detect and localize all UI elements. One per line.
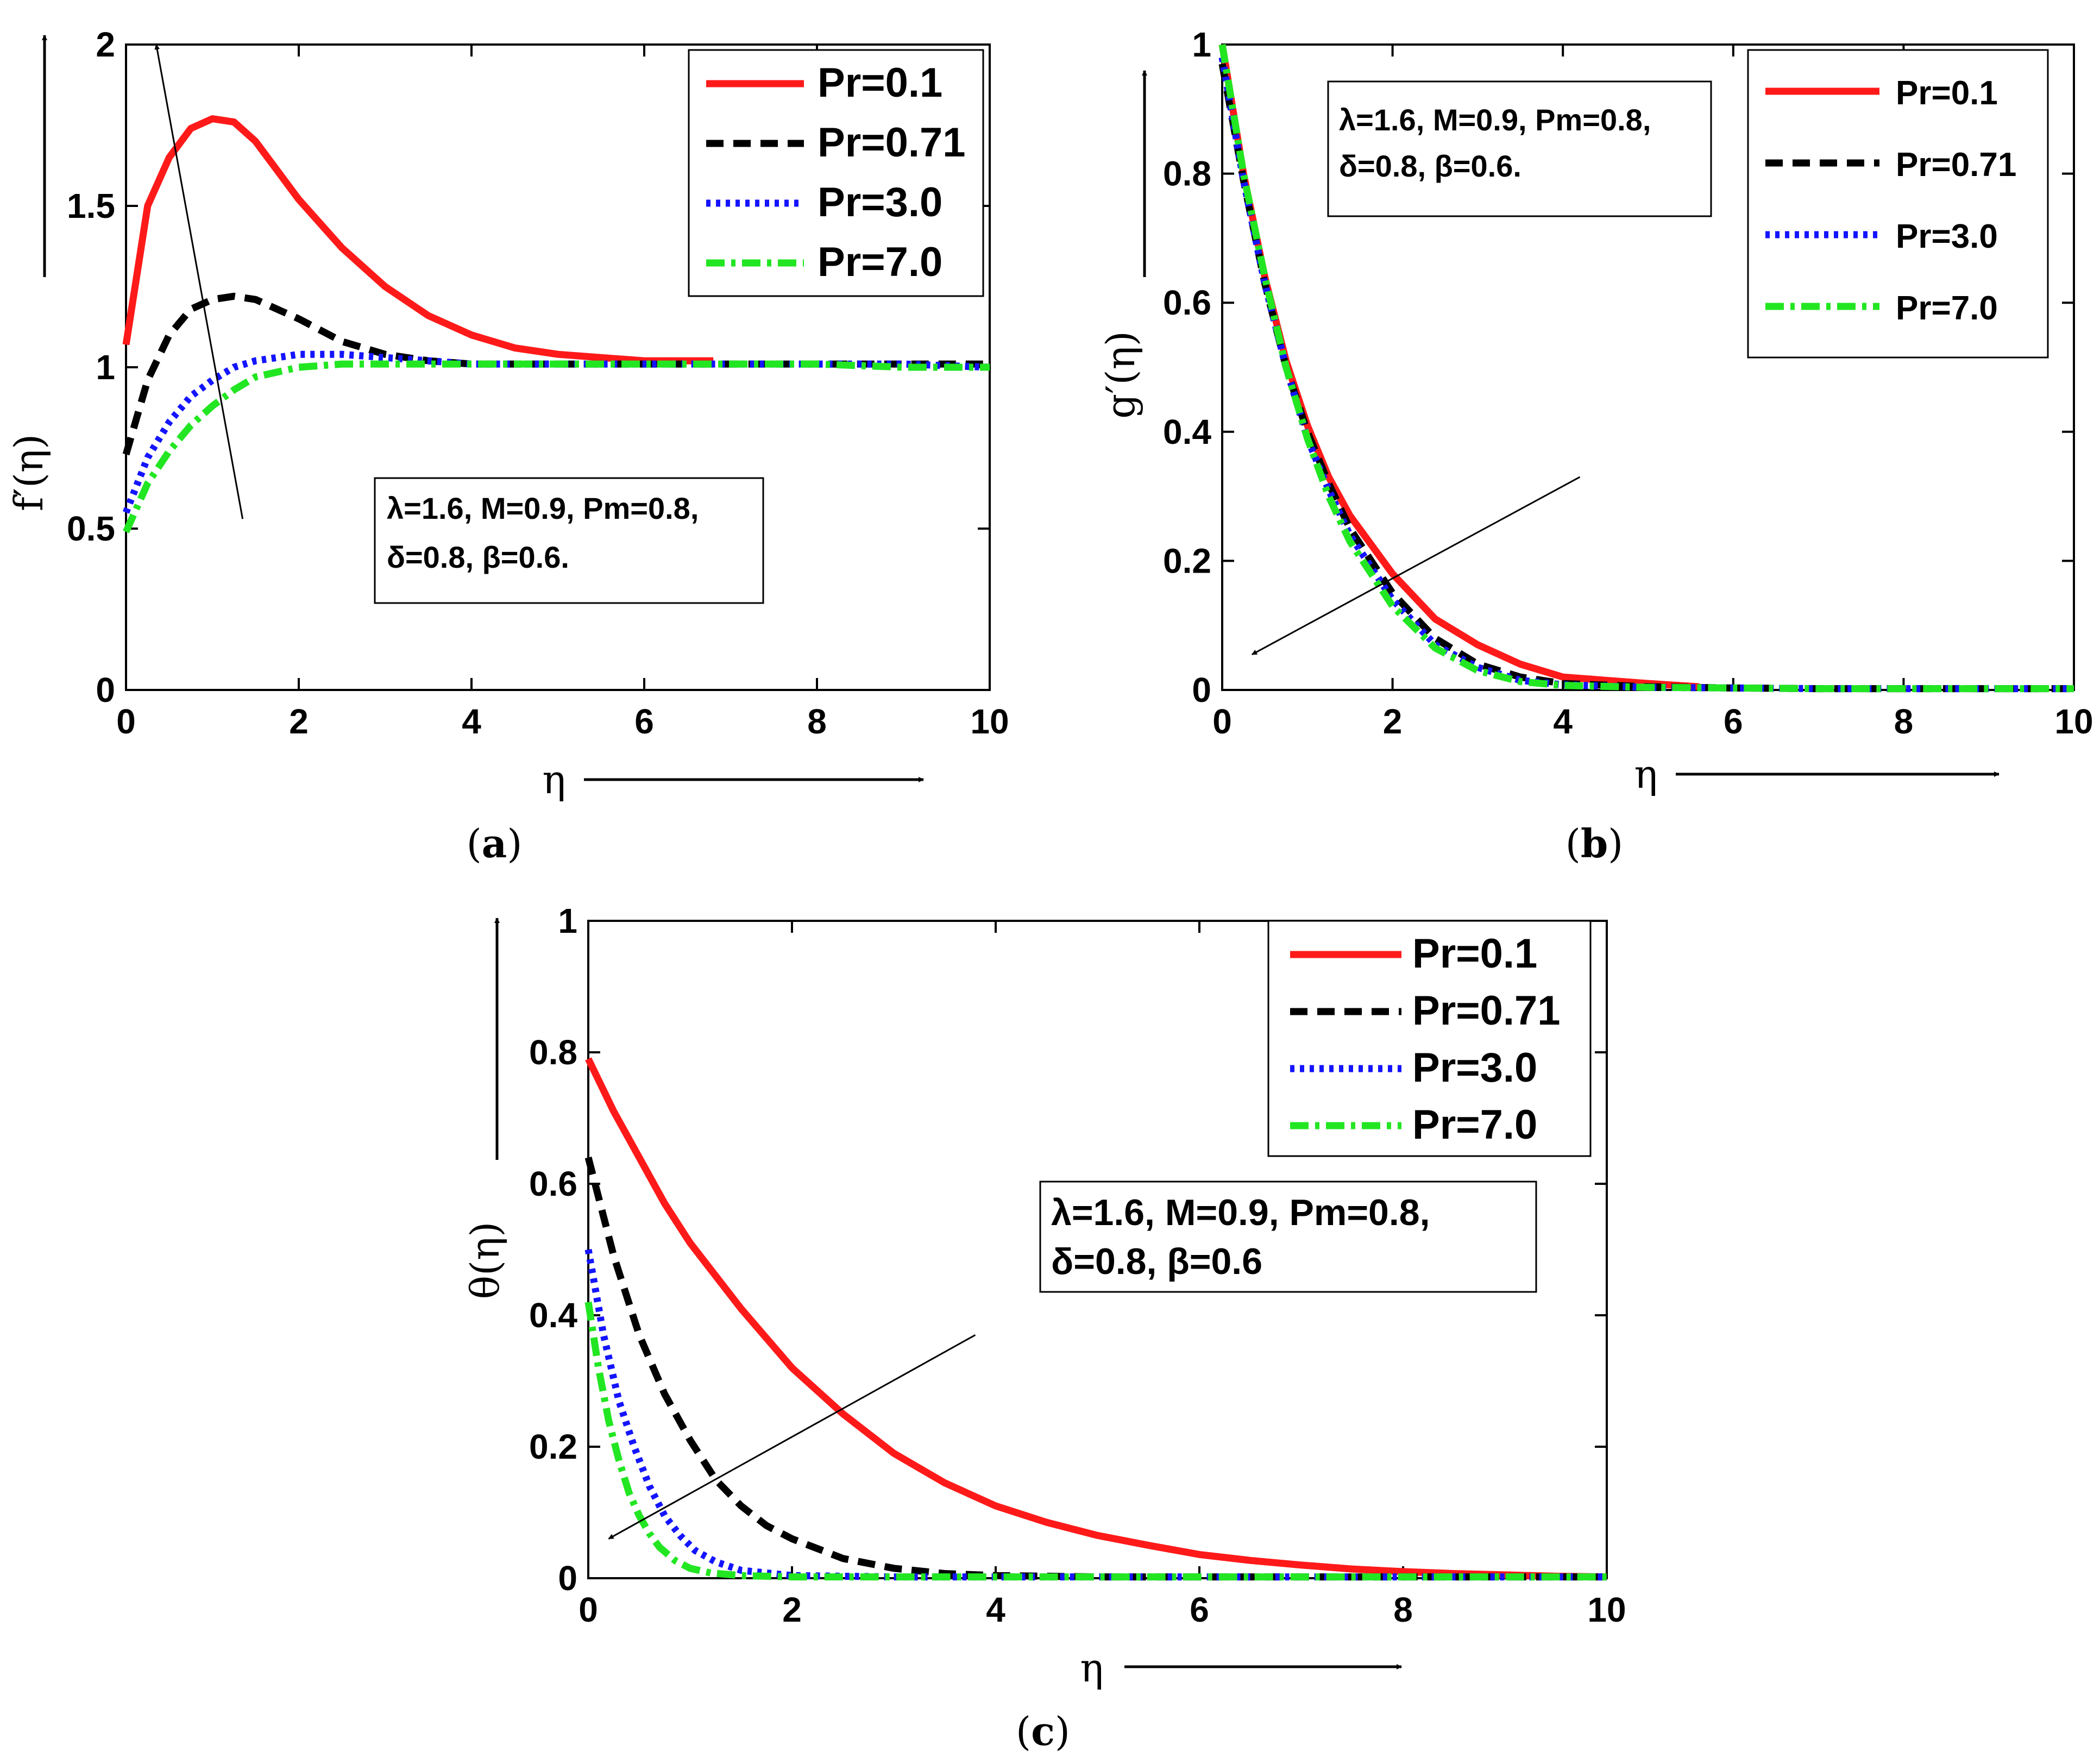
legend-label: Pr=0.71 [818,120,966,166]
x-tick-label: 6 [634,702,654,741]
panel-a: 0 2 4 6 8 10 0 0.5 1 1.5 2 λ=1.6, M=0.9, Pm=0.8, δ=0… [6,25,1009,867]
x-tick-label: 0 [579,1590,598,1629]
x-tick-label: 8 [1894,702,1914,741]
annotation-line: λ=1.6, M=0.9, Pm=0.8, [1339,103,1651,137]
y-tick-label: 0.2 [529,1427,577,1466]
y-tick-label: 2 [96,25,115,64]
caption-letter-c: c [1031,1708,1055,1754]
series-line-pr-3-0 [584,1248,1607,1581]
caption-a: (a) [467,820,523,867]
plot-area-b: 0 2 4 6 8 10 0 0.2 0.4 0.6 0.8 1 λ=1.6, M=0.9, Pm=0.… [1163,25,2093,741]
y-tick-label: 1 [1192,25,1211,64]
x-tick-label: 8 [1393,1590,1413,1629]
series-line-pr-0-1 [122,115,714,365]
panel-b: 0 2 4 6 8 10 0 0.2 0.4 0.6 0.8 1 λ=1.6, M=0.9, Pm=0.… [1098,25,2093,867]
x-axis-label-c: η [1080,1645,1103,1691]
legend-box-a [688,49,984,297]
x-tick-label: 6 [1190,1590,1209,1629]
x-tick-label: 2 [782,1590,802,1629]
legend-box-c [1267,920,1592,1157]
y-tick-label: 1.5 [67,186,115,225]
caption-letter-b: b [1581,820,1608,867]
x-axis-label-b: η [1634,751,1657,797]
annotation-line: λ=1.6, M=0.9, Pm=0.8, [387,491,699,525]
x-tick-label: 8 [807,702,827,741]
x-axis-label-a: η [542,757,565,802]
series-line-pr-0-1 [585,1057,1607,1581]
y-tick-label: 0 [558,1559,577,1598]
legend-label: Pr=0.1 [818,60,942,106]
x-tick-label: 10 [1587,1590,1626,1629]
x-tick-label: 4 [462,702,481,741]
series-line-pr-7-0 [123,360,990,533]
caption-c: (c) [1016,1708,1070,1754]
annotation-line: δ=0.8, β=0.6. [387,540,569,574]
y-tick-label: 0.8 [1163,154,1211,193]
legend-box-b [1747,49,2049,359]
annotation-box-b [1327,80,1712,217]
legend-label: Pr=3.0 [1412,1045,1537,1091]
x-tick-label: 10 [2054,702,2093,741]
y-tick-label: 0.4 [529,1296,577,1335]
legend-label: Pr=0.71 [1412,988,1561,1034]
y-tick-label: 0.6 [529,1164,577,1203]
annotation-line: δ=0.8, β=0.6 [1051,1241,1262,1282]
legend-label: Pr=0.71 [1896,146,2016,184]
legend-label: Pr=7.0 [818,239,942,285]
caption-letter-a: a [482,820,507,867]
y-tick-label: 0.6 [1163,283,1211,322]
y-tick-label: 1 [96,348,115,387]
x-tick-label: 4 [1553,702,1573,741]
x-tick-label: 2 [1383,702,1403,741]
y-axis-label-b: g′(η) [1098,331,1143,419]
y-tick-label: 0.2 [1163,541,1211,580]
legend-label: Pr=3.0 [1896,218,1998,255]
plot-area-a: 0 2 4 6 8 10 0 0.5 1 1.5 2 λ=1.6, M=0.9, Pm=0.8, δ=0… [67,25,1009,741]
x-tick-label: 10 [970,702,1009,741]
series-line-pr-3-0 [122,350,990,514]
x-tick-label: 4 [986,1590,1005,1629]
trend-arrow-b [1252,476,1581,655]
x-tick-label: 6 [1724,702,1743,741]
legend-label: Pr=3.0 [818,179,942,225]
annotation-box-a [374,477,764,604]
x-tick-label: 0 [116,702,136,741]
y-tick-label: 0 [96,670,115,710]
trend-arrow-a [154,44,244,519]
y-tick-label: 0.5 [67,509,115,548]
panel-c: 0 2 4 6 8 10 0 0.2 0.4 0.6 0.8 1 λ=1.6, M=0.9, Pm=0.… [462,901,1626,1754]
legend-label: Pr=7.0 [1412,1102,1537,1148]
annotation-line: δ=0.8, β=0.6. [1339,149,1521,183]
plot-area-c: 0 2 4 6 8 10 0 0.2 0.4 0.6 0.8 1 λ=1.6, M=0.9, Pm=0.… [529,901,1626,1629]
x-tick-label: 2 [289,702,309,741]
x-tick-label: 0 [1212,702,1232,741]
y-tick-label: 0 [1192,670,1211,710]
legend-label: Pr=7.0 [1896,290,1998,327]
y-tick-label: 0.4 [1163,412,1211,451]
y-tick-label: 1 [558,901,577,940]
caption-b: (b) [1565,820,1624,867]
annotation-line: λ=1.6, M=0.9, Pm=0.8, [1051,1192,1430,1233]
series-line-pr-7-0 [584,1301,1607,1581]
y-axis-label-c: θ(η) [462,1222,508,1300]
series-line-pr-7-0 [1218,43,2074,693]
annotation-box-c [1039,1181,1537,1293]
trend-arrow-c [608,1334,976,1540]
y-tick-label: 0.8 [529,1033,577,1072]
legend-label: Pr=0.1 [1896,74,1998,112]
y-axis-label-a: f′(η) [6,434,52,511]
legend-label: Pr=0.1 [1412,931,1537,977]
